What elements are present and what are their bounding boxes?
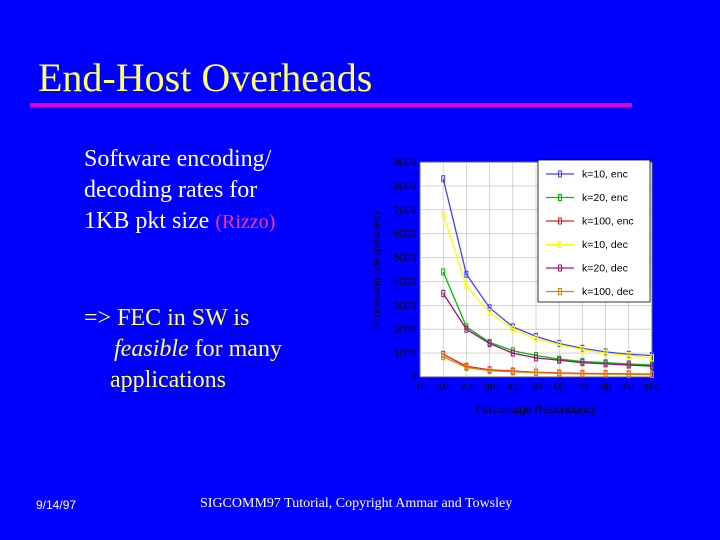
x-tick-label: 40 — [507, 382, 519, 393]
data-point — [580, 359, 585, 367]
x-tick-label: 50 — [530, 382, 542, 393]
legend-entry: k=20, dec — [582, 263, 628, 275]
data-point — [464, 363, 469, 371]
legend-marker — [558, 288, 562, 295]
data-point — [557, 341, 562, 349]
title-underline — [30, 103, 632, 107]
bullet2-line2-rest: for many — [188, 336, 282, 362]
x-tick-label: 100 — [644, 382, 661, 393]
processing-rate-chart: 0 10 20 30 40 50 60 70 80 90 100010002000300040005… — [372, 158, 661, 417]
footer-date: 9/14/97 — [36, 498, 77, 512]
bullet1-line3-text: 1KB pkt size — [84, 208, 210, 234]
data-point — [441, 353, 446, 361]
x-tick-label: 30 — [484, 382, 496, 393]
data-point — [650, 371, 654, 379]
data-point — [626, 370, 631, 378]
data-point — [557, 356, 562, 364]
legend-box — [537, 159, 651, 303]
data-point — [626, 352, 631, 359]
data-point — [626, 361, 631, 369]
x-tick-label: 90 — [623, 382, 635, 393]
data-point — [603, 370, 608, 378]
data-point — [510, 325, 515, 333]
series-line-k-100-dec — [442, 356, 653, 376]
legend-marker — [558, 170, 562, 178]
citation: (Rizzo) — [215, 211, 276, 233]
legend-marker — [558, 194, 562, 201]
y-axis-label: Processing rate (pkts/sec) — [372, 212, 383, 328]
y-tick-label: 2000 — [394, 325, 417, 336]
y-tick-label: 4000 — [394, 277, 417, 288]
data-point — [580, 346, 585, 354]
slide-title: End-Host Overheads — [38, 55, 373, 100]
legend-entry: k=10, dec — [582, 239, 628, 251]
bullet1-line3: 1KB pkt size (Rizzo) — [84, 206, 374, 238]
data-point — [510, 368, 515, 376]
data-point — [464, 282, 469, 290]
x-tick-label: 80 — [600, 382, 612, 393]
data-point — [487, 367, 492, 375]
series-line-k-20-enc — [442, 271, 653, 366]
data-point — [603, 349, 608, 357]
data-point — [557, 369, 562, 377]
legend-marker — [558, 217, 562, 225]
bullet-encoding-rates: Software encoding/ decoding rates for 1K… — [84, 144, 374, 238]
data-point — [441, 211, 446, 219]
data-point — [441, 289, 446, 297]
x-tick-label: 60 — [554, 382, 566, 393]
data-point — [441, 175, 446, 183]
y-tick-label: 0 — [410, 373, 416, 384]
data-point — [534, 335, 538, 343]
bullet2-line1: => FEC in SW is — [84, 305, 250, 331]
legend-marker — [558, 264, 562, 272]
bullet1-line2: decoding rates for — [84, 177, 258, 203]
data-point — [487, 304, 492, 312]
y-tick-label: 5000 — [394, 253, 417, 264]
legend-entry: k=10, enc — [582, 169, 628, 181]
x-tick-label: 0 — [417, 382, 423, 393]
y-tick-label: 1000 — [394, 349, 417, 360]
data-point — [534, 369, 538, 377]
x-tick-label: 20 — [461, 382, 473, 393]
data-point — [650, 354, 654, 362]
bullet1-line1: Software encoding/ — [84, 146, 272, 172]
legend-entry: k=20, enc — [582, 192, 628, 204]
y-tick-label: 9000 — [394, 158, 417, 169]
data-point — [580, 370, 585, 378]
legend-marker — [558, 241, 562, 248]
y-tick-label: 7000 — [394, 205, 417, 216]
data-point — [510, 349, 515, 357]
series-line-k-20-dec — [442, 293, 653, 367]
data-point — [603, 360, 608, 368]
data-point — [464, 325, 469, 333]
footer-copyright: SIGCOMM97 Tutorial, Copyright Ammar and … — [200, 496, 513, 511]
data-point — [441, 268, 446, 276]
x-tick-label: 70 — [577, 382, 589, 393]
data-point — [487, 309, 492, 316]
bullet2-line3: applications — [110, 367, 226, 393]
y-tick-label: 8000 — [394, 181, 417, 192]
data-point — [464, 270, 469, 278]
x-axis-label: Percentage Redundancy — [475, 404, 597, 416]
series-line-k-10-dec — [442, 214, 653, 359]
bullet-fec-feasible: => FEC in SW is feasible for many applic… — [84, 303, 374, 396]
bullet2-line2: feasible for many — [84, 334, 374, 365]
data-point — [487, 340, 492, 348]
legend-entry: k=100, dec — [582, 286, 634, 298]
y-tick-label: 3000 — [394, 301, 417, 312]
data-point — [534, 354, 538, 362]
legend-entry: k=100, enc — [582, 216, 634, 228]
x-tick-label: 10 — [438, 382, 450, 393]
feasible-word: feasible — [114, 336, 189, 362]
series-line-k-10-enc — [442, 178, 653, 357]
y-tick-label: 6000 — [394, 229, 417, 240]
data-point — [650, 362, 654, 370]
